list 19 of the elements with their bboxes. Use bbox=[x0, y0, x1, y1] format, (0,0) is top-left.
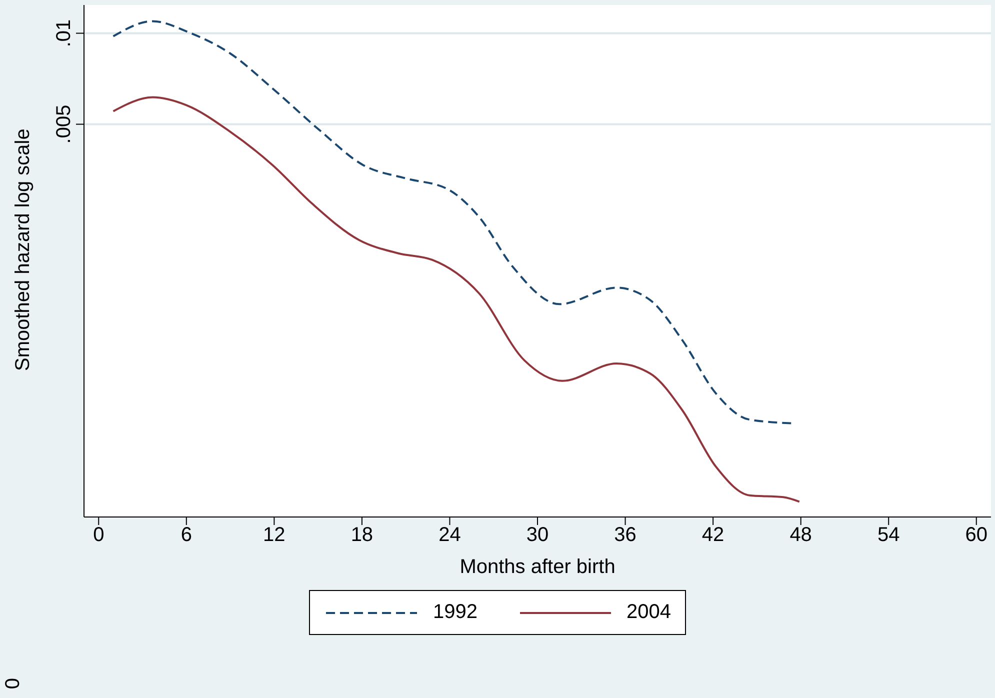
y-axis-title: Smoothed hazard log scale bbox=[12, 128, 34, 371]
x-tick-label: 6 bbox=[180, 524, 192, 546]
legend-label: 2004 bbox=[626, 601, 671, 624]
x-tick-label: 36 bbox=[614, 524, 636, 546]
x-tick-label: 18 bbox=[350, 524, 374, 546]
x-axis-title: Months after birth bbox=[460, 556, 616, 578]
x-tick-label: 54 bbox=[877, 524, 900, 546]
line-series bbox=[112, 96, 800, 503]
x-tick-label: 0 bbox=[93, 524, 104, 546]
text: 0 bbox=[2, 678, 26, 690]
x-tick-label: 60 bbox=[965, 524, 988, 546]
x-tick-label: 42 bbox=[702, 524, 724, 546]
y-tick-label: .01 bbox=[53, 19, 75, 48]
x-tick-label: 30 bbox=[526, 524, 549, 546]
y-tick-label: .005 bbox=[53, 104, 75, 144]
x-tick-label: 48 bbox=[790, 524, 812, 546]
x-tick-label: 12 bbox=[263, 524, 286, 546]
legend-label: 1992 bbox=[433, 601, 478, 624]
x-tick-label: 24 bbox=[438, 524, 461, 546]
